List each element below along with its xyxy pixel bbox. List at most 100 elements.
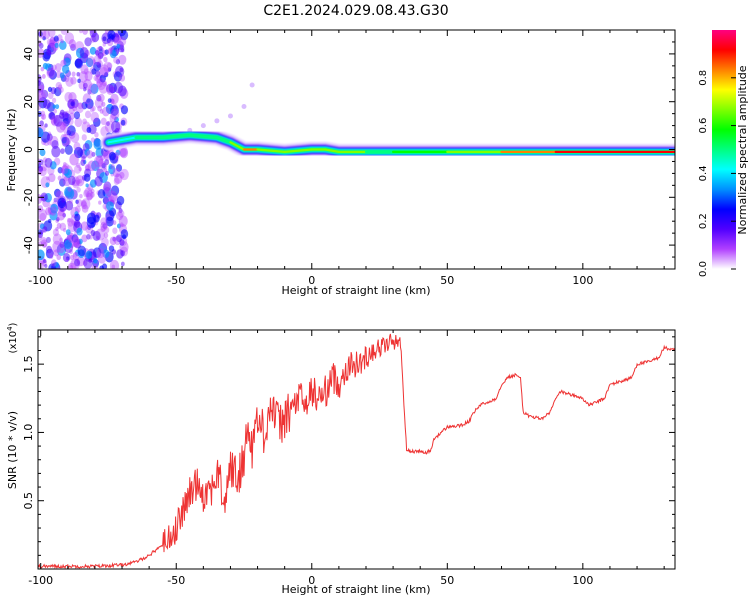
noise-blob — [119, 74, 126, 82]
noise-blob — [103, 226, 110, 234]
noise-blob — [109, 236, 117, 246]
noise-blob — [110, 120, 121, 133]
noise-blob — [80, 201, 88, 210]
noise-blob — [102, 223, 108, 230]
noise-blob — [120, 240, 125, 246]
noise-blob — [87, 104, 91, 109]
snr-series-line — [38, 333, 675, 569]
noise-blob — [81, 204, 89, 213]
noise-blob — [45, 63, 52, 72]
noise-blob — [72, 236, 80, 246]
noise-blob — [90, 111, 100, 123]
noise-blob — [96, 248, 105, 259]
noise-blob — [53, 197, 58, 203]
noise-blob — [75, 175, 85, 187]
noise-blob — [107, 98, 112, 103]
noise-blob — [51, 139, 59, 149]
noise-blob — [67, 117, 74, 126]
noise-blob — [82, 30, 88, 35]
noise-blob — [56, 254, 62, 261]
noise-blob — [110, 185, 120, 196]
noise-blob — [116, 223, 122, 229]
noise-blob — [52, 240, 62, 253]
colorbar-tick-label: 0.2 — [698, 213, 709, 229]
snr-y-multiplier: (x104) — [6, 322, 19, 353]
noise-blob — [64, 168, 72, 179]
noise-blob — [87, 160, 97, 172]
noise-blob — [83, 87, 87, 92]
noise-blob — [108, 151, 116, 161]
noise-blob — [61, 198, 65, 203]
noise-blob — [90, 137, 96, 143]
noise-blob — [78, 167, 82, 172]
noise-blob — [67, 98, 76, 109]
noise-blob — [80, 64, 89, 75]
noise-blob — [40, 192, 48, 202]
noise-blob — [86, 150, 94, 159]
noise-cloud — [38, 30, 255, 269]
noise-blob — [68, 198, 73, 204]
noise-blob — [76, 71, 81, 77]
noise-blob — [81, 134, 87, 141]
noise-blob — [102, 203, 107, 210]
noise-blob — [57, 210, 66, 221]
colorbar-label: Normalized spectral amplitude — [736, 65, 749, 234]
noise-blob — [107, 190, 118, 203]
noise-blob — [100, 154, 105, 161]
noise-blob — [38, 241, 43, 247]
noise-blob — [67, 217, 71, 223]
ridge-core-segment — [161, 134, 191, 139]
noise-blob — [116, 164, 123, 172]
spectrogram-x-tick-label: -50 — [167, 274, 185, 287]
noise-blob — [102, 183, 111, 193]
noise-blob — [108, 245, 115, 253]
noise-blob — [74, 58, 83, 68]
noise-blob — [112, 236, 117, 242]
noise-blob — [74, 258, 81, 267]
noise-blob — [93, 55, 102, 66]
spectrogram-x-tick-label: 100 — [572, 274, 593, 287]
noise-blob — [103, 56, 108, 63]
ridge-core-segment — [324, 148, 340, 153]
noise-blob — [112, 220, 117, 226]
noise-blob — [60, 38, 64, 44]
noise-blob — [38, 95, 43, 103]
noise-blob — [86, 56, 96, 67]
noise-blob — [46, 38, 53, 46]
snr-y-multiplier-close: ) — [8, 322, 19, 326]
noise-blob — [98, 200, 102, 205]
noise-blob — [39, 120, 44, 127]
noise-blob — [53, 108, 58, 114]
noise-blob — [84, 139, 93, 150]
figure-title: C2E1.2024.029.08.43.G30 — [263, 3, 448, 19]
noise-blob — [59, 178, 66, 187]
noise-blob — [214, 118, 220, 124]
noise-blob — [60, 30, 69, 36]
noise-blob — [56, 222, 62, 229]
noise-blob — [54, 188, 61, 198]
noise-blob — [57, 243, 66, 254]
noise-blob — [40, 110, 46, 117]
noise-blob — [63, 195, 69, 202]
noise-blob — [93, 138, 103, 150]
spectrogram-x-axis: -100 -50 0 50 100 — [28, 30, 665, 287]
noise-blob — [96, 78, 106, 91]
noise-blob — [85, 250, 92, 259]
noise-blob — [116, 249, 124, 259]
noise-blob — [81, 198, 91, 210]
noise-blob — [38, 103, 42, 110]
noise-blob — [69, 264, 74, 269]
noise-blob — [113, 36, 120, 45]
snr-x-axis: -100 -50 0 50 100 — [28, 330, 665, 587]
noise-blob — [65, 76, 74, 87]
noise-blob — [61, 136, 70, 147]
noise-blob — [39, 223, 45, 230]
noise-blob — [109, 259, 120, 269]
ridge-core-segment — [107, 136, 137, 144]
spectrogram-y-tick-label: 40 — [22, 47, 35, 61]
noise-blob — [63, 126, 71, 136]
noise-blob — [102, 249, 110, 259]
noise-blob — [82, 93, 92, 105]
noise-blob — [107, 67, 112, 72]
noise-blob — [55, 226, 59, 232]
